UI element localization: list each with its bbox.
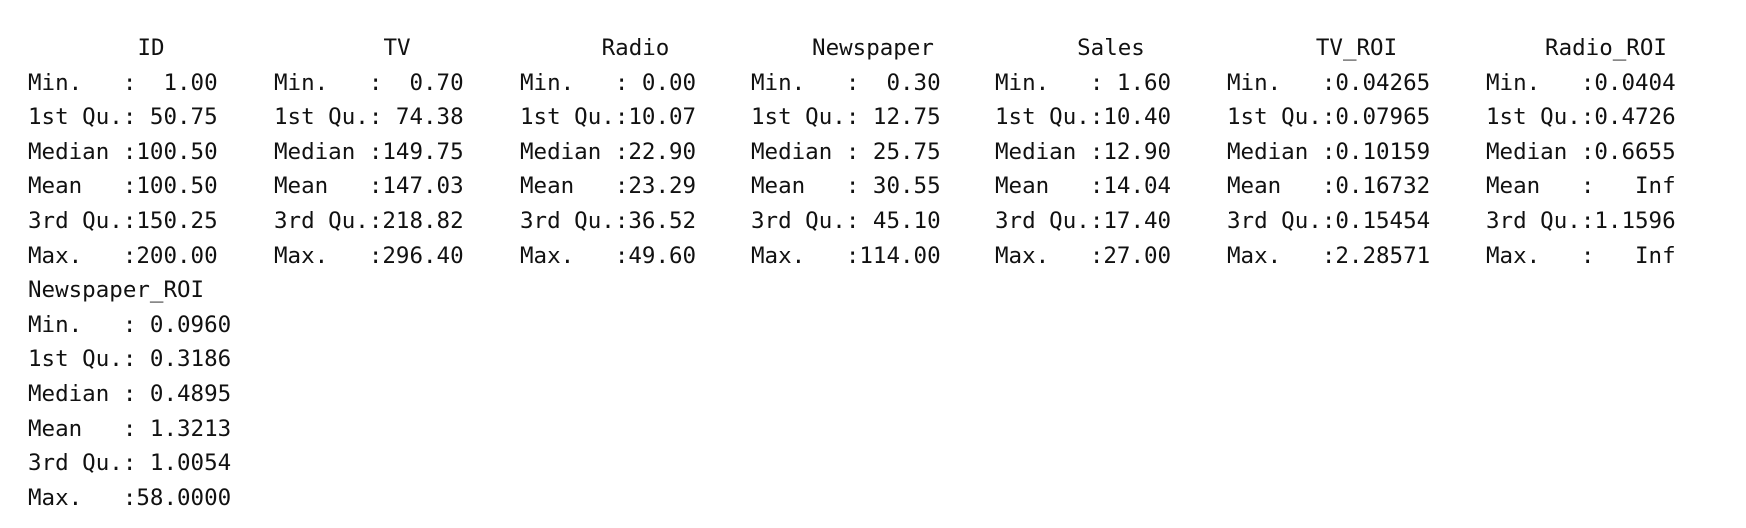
stat-mean: Mean :14.04 <box>995 173 1172 200</box>
stat-mean: Mean : 1.3213 <box>28 415 232 442</box>
summary-column-radio: Radio Min. : 0.00 1st Qu.:10.07 Median :… <box>520 31 751 273</box>
summary-column-tv: TV Min. : 0.70 1st Qu.: 74.38 Median :14… <box>274 31 520 273</box>
stat-median: Median : 0.4895 <box>28 380 232 407</box>
stat-max: Max. :58.0000 <box>28 484 232 511</box>
stat-min: Min. : 1.00 <box>28 69 218 96</box>
stat-min: Min. : 1.60 <box>995 69 1172 96</box>
stat-1st-qu: 1st Qu.:0.4726 <box>1486 104 1676 131</box>
column-header: Radio <box>601 35 670 61</box>
stat-median: Median : 25.75 <box>751 138 941 165</box>
stat-mean: Mean : 30.55 <box>751 173 941 200</box>
summary-block-2: Newspaper_ROI Min. : 0.0960 1st Qu.: 0.3… <box>28 273 1726 515</box>
stat-median: Median :0.10159 <box>1227 138 1431 165</box>
stat-median: Median :100.50 <box>28 138 218 165</box>
summary-column-radio-roi: Radio_ROI Min. :0.0404 1st Qu.:0.4726 Me… <box>1486 31 1726 273</box>
stat-mean: Mean :100.50 <box>28 173 218 200</box>
stat-3rd-qu: 3rd Qu.:0.15454 <box>1227 207 1431 234</box>
stat-mean: Mean :147.03 <box>274 173 464 200</box>
column-header: Sales <box>1077 35 1145 61</box>
stat-1st-qu: 1st Qu.:10.40 <box>995 104 1172 131</box>
stat-3rd-qu: 3rd Qu.:1.1596 <box>1486 207 1676 234</box>
stat-min: Min. :0.0404 <box>1486 69 1676 96</box>
stat-3rd-qu: 3rd Qu.:17.40 <box>995 207 1172 234</box>
column-header: ID <box>137 35 165 61</box>
column-header: Radio_ROI <box>1545 35 1667 61</box>
summary-column-id: ID Min. : 1.00 1st Qu.: 50.75 Median :10… <box>28 31 274 273</box>
stat-min: Min. :0.04265 <box>1227 69 1431 96</box>
column-header: TV_ROI <box>1315 35 1398 61</box>
stat-1st-qu: 1st Qu.: 0.3186 <box>28 346 232 373</box>
stat-3rd-qu: 3rd Qu.: 45.10 <box>751 207 941 234</box>
summary-column-newspaper: Newspaper Min. : 0.30 1st Qu.: 12.75 Med… <box>751 31 995 273</box>
summary-column-newspaper-roi: Newspaper_ROI Min. : 0.0960 1st Qu.: 0.3… <box>28 273 274 515</box>
stat-3rd-qu: 3rd Qu.:36.52 <box>520 207 697 234</box>
summary-column-sales: Sales Min. : 1.60 1st Qu.:10.40 Median :… <box>995 31 1227 273</box>
column-header: Newspaper <box>812 35 934 61</box>
stat-1st-qu: 1st Qu.: 50.75 <box>28 104 218 131</box>
stat-max: Max. :2.28571 <box>1227 242 1431 269</box>
stat-1st-qu: 1st Qu.:0.07965 <box>1227 104 1431 131</box>
summary-block-1: ID Min. : 1.00 1st Qu.: 50.75 Median :10… <box>28 31 1726 273</box>
stat-max: Max. :27.00 <box>995 242 1172 269</box>
r-summary-console-output: ID Min. : 1.00 1st Qu.: 50.75 Median :10… <box>28 31 1726 515</box>
stat-max: Max. :49.60 <box>520 242 697 269</box>
stat-mean: Mean :0.16732 <box>1227 173 1431 200</box>
stat-1st-qu: 1st Qu.: 74.38 <box>274 104 464 131</box>
stat-3rd-qu: 3rd Qu.:218.82 <box>274 207 464 234</box>
stat-median: Median :0.6655 <box>1486 138 1676 165</box>
summary-column-tv-roi: TV_ROI Min. :0.04265 1st Qu.:0.07965 Med… <box>1227 31 1486 273</box>
stat-mean: Mean :23.29 <box>520 173 697 200</box>
stat-max: Max. : Inf <box>1486 242 1676 269</box>
stat-median: Median :22.90 <box>520 138 697 165</box>
stat-median: Median :149.75 <box>274 138 464 165</box>
stat-max: Max. :296.40 <box>274 242 464 269</box>
stat-mean: Mean : Inf <box>1486 173 1676 200</box>
stat-median: Median :12.90 <box>995 138 1172 165</box>
stat-min: Min. : 0.00 <box>520 69 697 96</box>
stat-max: Max. :200.00 <box>28 242 218 269</box>
stat-max: Max. :114.00 <box>751 242 941 269</box>
stat-1st-qu: 1st Qu.: 12.75 <box>751 104 941 131</box>
stat-min: Min. : 0.70 <box>274 69 464 96</box>
stat-1st-qu: 1st Qu.:10.07 <box>520 104 697 131</box>
column-header: TV <box>383 35 411 61</box>
column-header: Newspaper_ROI <box>28 277 205 304</box>
stat-min: Min. : 0.30 <box>751 69 941 96</box>
stat-min: Min. : 0.0960 <box>28 311 232 338</box>
stat-3rd-qu: 3rd Qu.:150.25 <box>28 207 218 234</box>
stat-3rd-qu: 3rd Qu.: 1.0054 <box>28 450 232 477</box>
